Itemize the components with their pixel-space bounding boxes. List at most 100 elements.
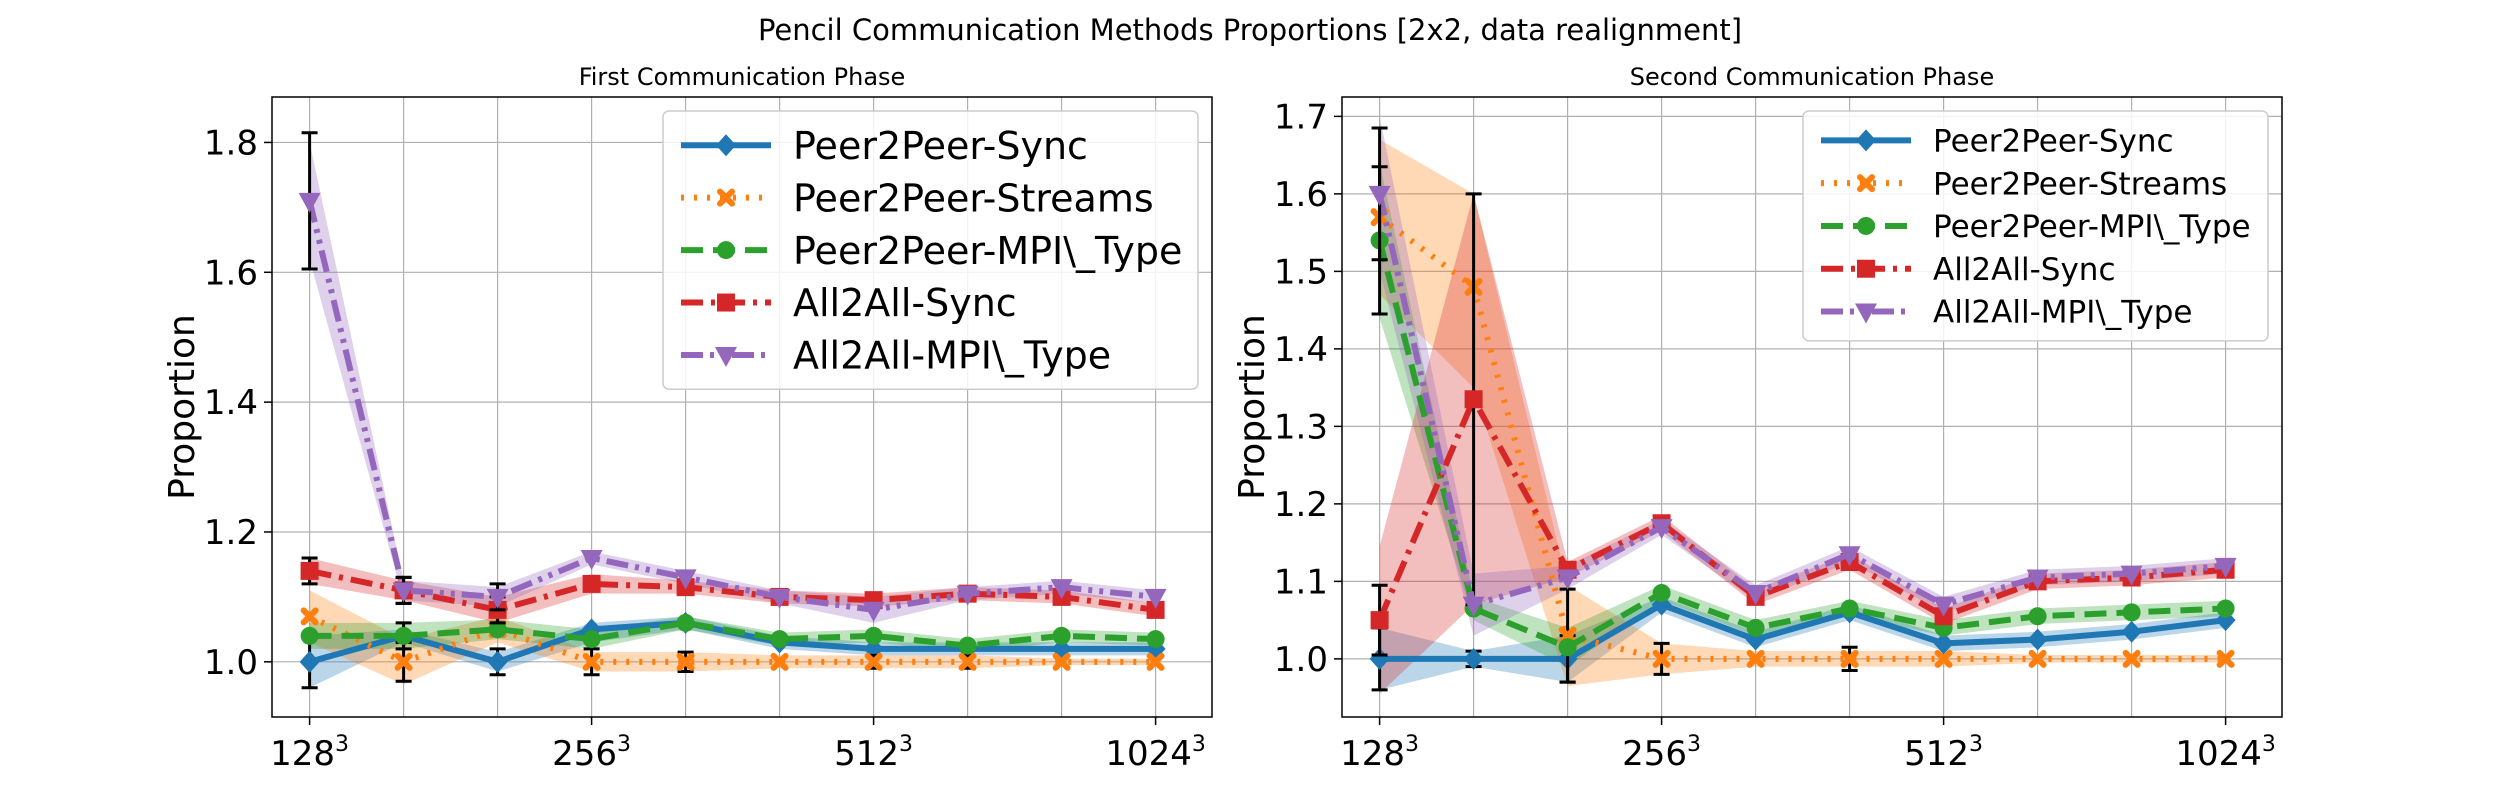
data-point: [2120, 565, 2143, 586]
data-point: [1932, 596, 1955, 617]
data-point: [1462, 596, 1485, 617]
x-tick-base: 512: [834, 734, 899, 774]
legend-label: Peer2Peer-Sync: [793, 124, 1088, 168]
y-axis: 1.0 1.2 1.4 1.6 1.8: [204, 123, 272, 683]
x-tick-exponent: 3: [335, 732, 349, 757]
data-point: [394, 626, 413, 645]
data-point: [392, 582, 415, 603]
legend-item: Peer2Peer-MPI\_Type: [1821, 209, 2251, 245]
y-tick-label: 1.4: [1274, 330, 1328, 370]
series-line: [308, 567, 1157, 613]
series-line: [1376, 239, 2226, 651]
data-point: [1052, 652, 1071, 671]
data-point: [958, 636, 977, 655]
data-point: [2214, 557, 2237, 578]
y-tick-label: 1.0: [1274, 640, 1328, 680]
data-point: [676, 652, 695, 671]
data-point: [300, 626, 319, 645]
x-tick-exponent: 3: [899, 732, 913, 757]
data-point: [1933, 632, 1954, 655]
y-axis-label: Proportion: [1232, 314, 1273, 500]
x-tick-label: 10243: [1105, 732, 1206, 774]
x-tick-label: 2563: [1622, 732, 1701, 774]
x-tick-exponent: 3: [1969, 732, 1983, 757]
x-tick-exponent: 3: [1405, 732, 1419, 757]
legend-label: Peer2Peer-Streams: [793, 176, 1154, 220]
legend-label: Peer2Peer-Streams: [1933, 166, 2227, 202]
legend: Peer2Peer-Sync Peer2Peer-Streams Peer2Peer…: [1802, 110, 2269, 342]
data-point: [1368, 185, 1391, 206]
data-point: [299, 650, 320, 673]
data-point: [1744, 585, 1767, 605]
data-point: [580, 549, 603, 570]
y-tick-label: 1.6: [1274, 175, 1328, 215]
data-point: [864, 626, 883, 645]
data-point: [676, 613, 695, 632]
y-tick-label: 1.5: [1274, 252, 1328, 292]
data-point: [394, 652, 413, 671]
y-tick-label: 1.3: [1274, 407, 1328, 447]
legend-label: Peer2Peer-MPI\_Type: [793, 229, 1182, 273]
x-tick-base: 512: [1904, 734, 1969, 774]
y-tick-label: 1.0: [204, 643, 258, 683]
confidence-band-1: [1379, 596, 2226, 690]
x-tick-label: 2563: [552, 732, 631, 774]
legend-item: All2All-MPI\_Type: [681, 334, 1111, 378]
data-point: [1463, 647, 1484, 670]
x-tick-base: 1024: [1105, 734, 1192, 774]
legend-marker: [717, 293, 735, 312]
legend-label: All2All-Sync: [1933, 252, 2116, 288]
y-axis: 1.0 1.1 1.2 1.3 1.4 1.5 1.6 1.7: [1274, 97, 1342, 680]
data-point: [1558, 638, 1577, 657]
data-point: [768, 588, 791, 609]
data-point: [1370, 611, 1389, 630]
x-tick-label: 1283: [270, 732, 349, 774]
series-line: [1376, 193, 2226, 608]
data-point: [1840, 599, 1859, 618]
confidence-band-3: [1379, 162, 2226, 667]
confidence-band-2: [309, 590, 1156, 685]
data-point: [1652, 649, 1671, 668]
data-point: [2028, 607, 2047, 626]
series-3: [300, 613, 1165, 655]
series-line: [1377, 214, 2226, 662]
data-point: [674, 569, 697, 590]
legend-item: Peer2Peer-MPI\_Type: [681, 229, 1182, 273]
data-point: [1050, 579, 1073, 600]
x-axis: 1283 2563 5123 10243: [1340, 717, 2276, 774]
data-point: [1840, 649, 1859, 668]
x-tick-label: 5123: [834, 732, 913, 774]
data-point: [1556, 569, 1579, 590]
data-point: [770, 630, 789, 649]
series-line: [1379, 601, 2226, 662]
data-point: [2216, 649, 2235, 668]
legend-marker: [1857, 259, 1875, 278]
series-5: [298, 131, 1167, 622]
legend-item: All2All-MPI\_Type: [1821, 295, 2193, 331]
data-point: [1650, 519, 1673, 540]
y-tick-label: 1.2: [204, 513, 258, 553]
data-point: [2028, 649, 2047, 668]
data-point: [1146, 630, 1165, 649]
legend-label: All2All-MPI\_Type: [1933, 295, 2193, 331]
data-point: [1838, 546, 1861, 567]
legend-marker: [717, 241, 735, 260]
x-tick-base: 256: [552, 734, 617, 774]
x-tick-base: 128: [1340, 734, 1405, 774]
x-tick-label: 1283: [1340, 732, 1419, 774]
x-tick-exponent: 3: [2262, 732, 2276, 757]
legend-label: All2All-Sync: [793, 281, 1017, 325]
legend-marker: [1856, 129, 1876, 152]
legend-item: All2All-Sync: [681, 281, 1017, 325]
confidence-band-2: [1379, 139, 2226, 686]
data-point: [1746, 618, 1765, 637]
legend-item: Peer2Peer-Streams: [1821, 166, 2227, 202]
data-point: [1934, 649, 1953, 668]
data-point: [486, 588, 509, 609]
legend-label: Peer2Peer-MPI\_Type: [1933, 209, 2251, 245]
data-point: [1146, 652, 1165, 671]
data-point: [2027, 628, 2048, 651]
data-point: [300, 561, 319, 580]
data-point: [487, 650, 508, 673]
